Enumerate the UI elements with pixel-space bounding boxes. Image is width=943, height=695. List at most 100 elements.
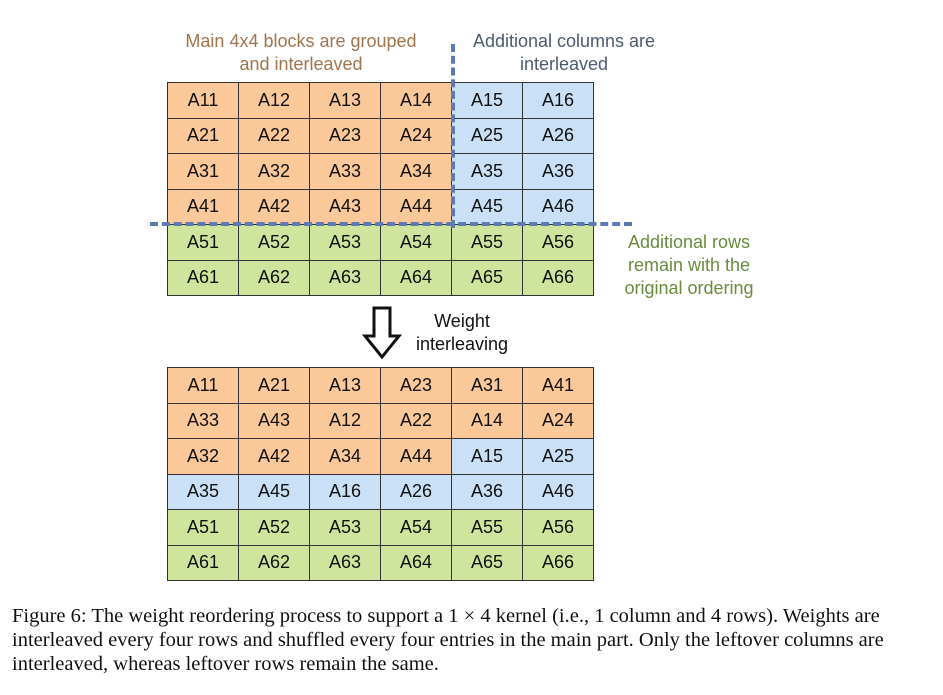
main-blocks-label: Main 4x4 blocks are grouped and interlea… [165,30,437,76]
original-weight-matrix: A11 A12 A13 A14 A15 A16 A21 A22 A23 A24 A25 A26 A31 A… [167,82,594,296]
matrix-cell: A61 [167,544,239,581]
matrix-cell: A32 [238,153,310,190]
matrix-cell: A61 [167,259,239,296]
main-blocks-label-line1: Main 4x4 blocks are grouped [185,31,417,51]
matrix-cell: A22 [380,402,452,439]
matrix-cell: A21 [238,367,310,404]
matrix-cell: A34 [309,438,381,475]
matrix-cell: A65 [451,544,523,581]
matrix-cell: A63 [309,544,381,581]
interleaved-weight-matrix: A11 A21 A13 A23 A31 A41 A33 A43 A12 A22 A14 A24 A32 A… [167,367,594,581]
column-split-dashed-line [451,44,455,228]
matrix-cell: A26 [522,117,594,154]
figure-caption: Figure 6: The weight reordering process … [12,605,884,675]
matrix-cell: A56 [522,224,594,261]
matrix-cell: A33 [309,153,381,190]
down-arrow-icon [362,306,402,360]
matrix-cell: A26 [380,473,452,510]
weight-interleaving-label: Weight interleaving [404,310,520,356]
matrix-cell: A66 [522,259,594,296]
matrix-cell: A53 [309,224,381,261]
matrix-cell: A32 [167,438,239,475]
matrix-cell: A41 [522,367,594,404]
matrix-cell: A25 [522,438,594,475]
matrix-row: A11 A12 A13 A14 A15 A16 [167,82,594,119]
matrix-cell: A35 [167,473,239,510]
matrix-cell: A54 [380,509,452,546]
matrix-cell: A46 [522,188,594,225]
matrix-cell: A45 [451,188,523,225]
matrix-cell: A12 [238,82,310,119]
matrix-cell: A64 [380,544,452,581]
additional-rows-label: Additional rows remain with the original… [610,231,768,300]
matrix-cell: A54 [380,224,452,261]
matrix-row: A51 A52 A53 A54 A55 A56 [167,224,594,261]
matrix-row: A41 A42 A43 A44 A45 A46 [167,188,594,225]
matrix-row: A51 A52 A53 A54 A55 A56 [167,509,594,546]
matrix-row: A21 A22 A23 A24 A25 A26 [167,117,594,154]
matrix-cell: A53 [309,509,381,546]
matrix-cell: A25 [451,117,523,154]
matrix-cell: A66 [522,544,594,581]
matrix-cell: A35 [451,153,523,190]
matrix-cell: A33 [167,402,239,439]
matrix-row: A33 A43 A12 A22 A14 A24 [167,402,594,439]
matrix-cell: A21 [167,117,239,154]
matrix-row: A61 A62 A63 A64 A65 A66 [167,259,594,296]
matrix-cell: A65 [451,259,523,296]
matrix-cell: A46 [522,473,594,510]
main-blocks-label-line2: and interleaved [239,54,363,74]
matrix-cell: A64 [380,259,452,296]
matrix-cell: A43 [309,188,381,225]
additional-rows-label-line1: Additional rows [627,232,751,252]
matrix-cell: A56 [522,509,594,546]
matrix-row: A61 A62 A63 A64 A65 A66 [167,544,594,581]
matrix-cell: A16 [522,82,594,119]
weight-interleaving-label-line1: Weight [434,311,490,331]
matrix-row: A32 A42 A34 A44 A15 A25 [167,438,594,475]
matrix-cell: A42 [238,438,310,475]
matrix-row: A35 A45 A16 A26 A36 A46 [167,473,594,510]
matrix-cell: A44 [380,438,452,475]
matrix-cell: A12 [309,402,381,439]
matrix-row: A11 A21 A13 A23 A31 A41 [167,367,594,404]
matrix-cell: A62 [238,544,310,581]
matrix-cell: A44 [380,188,452,225]
matrix-cell: A63 [309,259,381,296]
matrix-row: A31 A32 A33 A34 A35 A36 [167,153,594,190]
matrix-cell: A34 [380,153,452,190]
matrix-cell: A14 [380,82,452,119]
matrix-cell: A11 [167,367,239,404]
additional-columns-label-line1: Additional columns are [472,31,656,51]
matrix-cell: A15 [451,82,523,119]
matrix-cell: A43 [238,402,310,439]
matrix-cell: A23 [309,117,381,154]
weight-interleaving-label-line2: interleaving [415,334,509,354]
matrix-cell: A45 [238,473,310,510]
additional-columns-label-line2: interleaved [519,54,609,74]
matrix-cell: A36 [451,473,523,510]
matrix-cell: A31 [167,153,239,190]
matrix-cell: A31 [451,367,523,404]
matrix-cell: A23 [380,367,452,404]
matrix-cell: A24 [522,402,594,439]
matrix-cell: A13 [309,82,381,119]
matrix-cell: A51 [167,509,239,546]
matrix-cell: A51 [167,224,239,261]
matrix-cell: A52 [238,509,310,546]
matrix-cell: A22 [238,117,310,154]
matrix-cell: A55 [451,509,523,546]
matrix-cell: A62 [238,259,310,296]
matrix-cell: A24 [380,117,452,154]
matrix-cell: A42 [238,188,310,225]
matrix-cell: A14 [451,402,523,439]
matrix-cell: A55 [451,224,523,261]
matrix-cell: A15 [451,438,523,475]
matrix-cell: A16 [309,473,381,510]
matrix-cell: A52 [238,224,310,261]
row-split-dashed-line [150,222,632,226]
additional-rows-label-line2: remain with the [627,255,751,275]
matrix-cell: A11 [167,82,239,119]
matrix-cell: A13 [309,367,381,404]
matrix-cell: A36 [522,153,594,190]
